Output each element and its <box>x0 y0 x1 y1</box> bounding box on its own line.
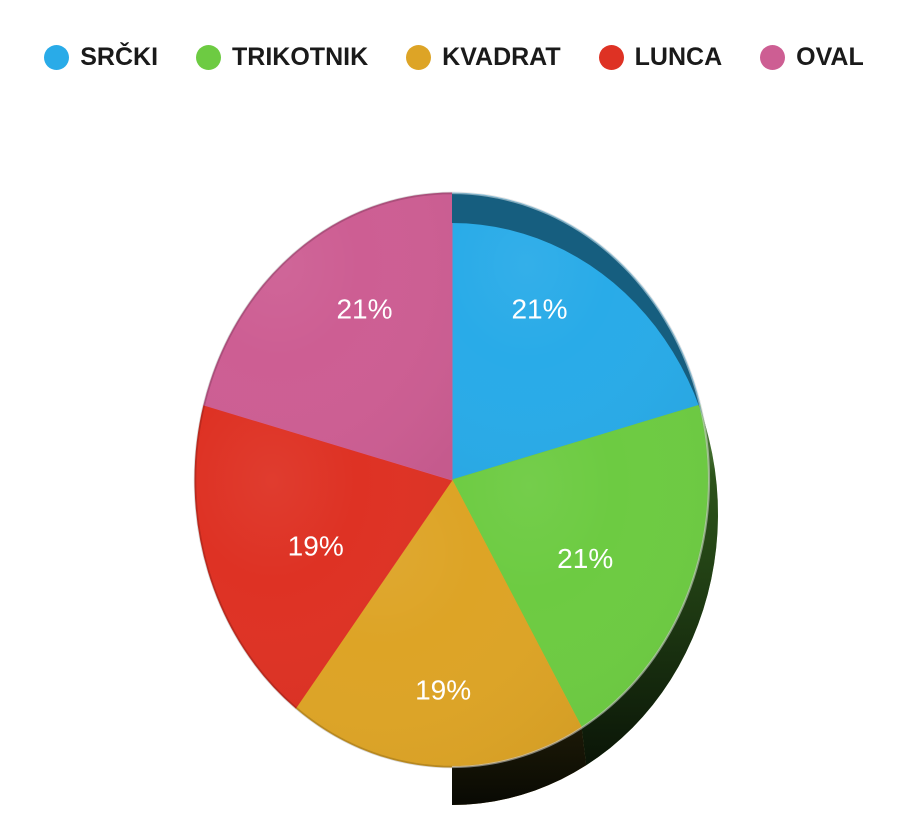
svg-text:21%: 21% <box>557 543 613 574</box>
svg-text:19%: 19% <box>415 674 471 705</box>
svg-text:21%: 21% <box>336 294 392 325</box>
svg-text:21%: 21% <box>511 294 567 325</box>
svg-text:19%: 19% <box>288 530 344 561</box>
